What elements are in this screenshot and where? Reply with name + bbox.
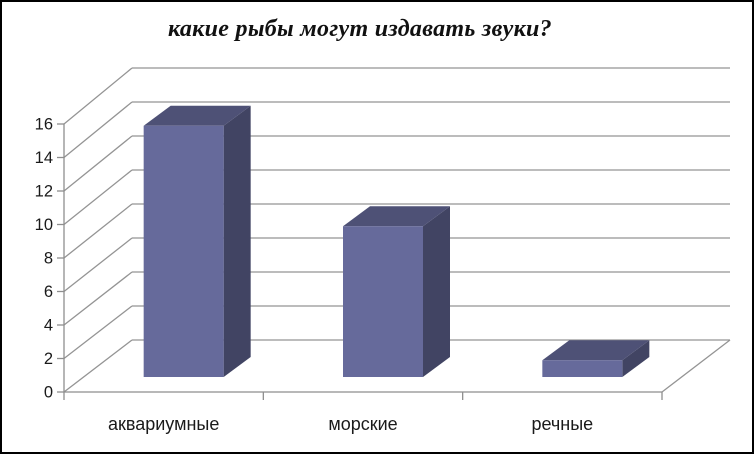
side-wall-gridline	[63, 169, 133, 226]
bar-морские	[343, 206, 450, 377]
y-axis-label: 0	[44, 384, 53, 402]
bar-front-face	[143, 125, 224, 377]
side-wall-gridline	[63, 203, 133, 259]
bar-top-face	[343, 206, 450, 227]
bar-side-face	[622, 340, 650, 377]
bar-side-face	[223, 105, 251, 377]
bar-top-face	[542, 340, 650, 361]
y-axis-label: 10	[35, 216, 53, 234]
side-wall-gridline	[63, 135, 133, 192]
bar-речные	[542, 340, 650, 377]
bar-аквариумные	[143, 105, 251, 377]
bar-top-face	[143, 105, 251, 126]
bar-front-face	[343, 226, 423, 377]
x-axis-label: аквариумные	[108, 414, 219, 434]
y-axis-label: 4	[44, 317, 53, 335]
y-axis-label: 6	[44, 283, 53, 301]
side-wall-gridline	[63, 67, 133, 125]
bar-side-face	[423, 206, 450, 377]
x-axis-label: морские	[328, 414, 397, 434]
side-wall-gridline	[63, 305, 133, 360]
y-axis-label: 12	[35, 183, 53, 201]
side-wall-gridline	[63, 237, 133, 293]
y-axis-label: 16	[35, 116, 53, 134]
y-axis-label: 14	[35, 149, 53, 167]
chart-title: какие рыбы могут издавать звуки?	[168, 16, 552, 42]
side-wall-gridline	[63, 339, 133, 393]
floor-right-edge	[661, 339, 731, 393]
y-axis-label: 2	[44, 350, 53, 368]
y-axis-label: 8	[44, 250, 53, 268]
bar-front-face	[542, 360, 623, 377]
x-axis-label: речные	[531, 414, 593, 434]
side-wall-gridline	[63, 101, 133, 159]
side-wall-gridline	[63, 271, 133, 326]
